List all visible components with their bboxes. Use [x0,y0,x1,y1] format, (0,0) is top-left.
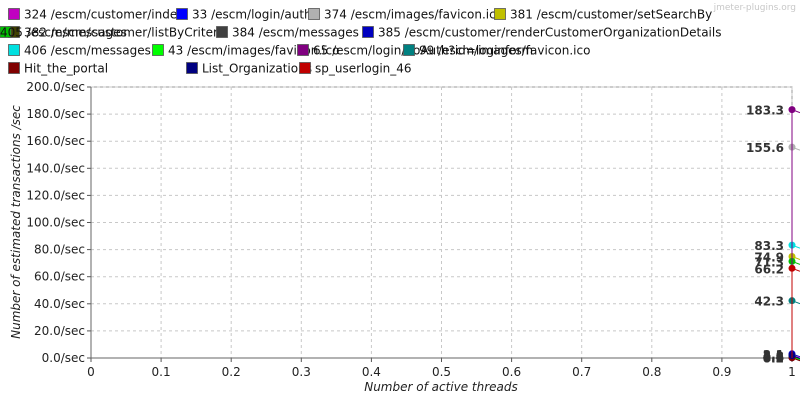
y-tick-label: 20.0/sec [34,324,85,338]
x-tick-label: 0.3 [292,365,311,379]
legend-label: 99 /escm/images/favicon.ico [419,44,590,58]
legend-label: 406 /escm/messages [24,44,151,58]
legend-swatch [494,8,506,20]
legend-item: 99 /escm/images/favicon.ico [403,44,590,58]
data-label: 183.3 [746,104,784,118]
data-label: 0.9 [763,351,784,365]
legend-item: 406 /escm/messages [8,44,151,58]
y-tick-label: 160.0/sec [26,134,85,148]
y-tick-label: 120.0/sec [26,188,85,202]
legend-swatch [176,8,188,20]
x-tick-label: 0.7 [572,365,591,379]
legend-item: Hit_the_portal [8,62,108,76]
legend-swatch [297,44,309,56]
data-label: 3.1 [763,348,784,362]
legend-label: Hit_the_portal [24,62,108,76]
x-tick-label: 0.5 [432,365,451,379]
y-tick-label: 80.0/sec [34,243,85,257]
y-tick-label: 180.0/sec [26,107,85,121]
plot-area: 0.0/sec 20.0/sec 40.0/sec 60.0/sec 80.0/sec 1… [26,80,800,379]
legend-swatch [0,26,12,38]
legend-item: 381 /escm/customer/setSearchBy [494,8,712,22]
legend-item: 43 /escm/images/favicon.ico [152,44,339,58]
x-tick-label: 0.8 [642,365,661,379]
legend-item: List_Organizations [186,62,312,76]
data-label: 1.4 [763,350,784,364]
legend-swatch [8,44,20,56]
legend-label: 384 /escm/messages [232,26,359,40]
watermark: jmeter-plugins.org [713,3,796,13]
data-point [788,264,796,272]
legend-label: sp_userlogin_46 [315,62,412,76]
legend-item: 65 /escm/login/doAuth?id=loginform [297,44,533,58]
y-tick-label: 100.0/sec [26,216,85,230]
legend-item: 33 /escm/login/auth [176,8,312,22]
legend-label: 43 /escm/images/favicon.ico [168,44,339,58]
x-axis-label: Number of active threads [364,380,518,394]
legend-label: 324 /escm/customer/index [24,8,184,22]
legend-swatch [8,8,20,20]
x-tick-label: 0.2 [222,365,241,379]
legend-label: 381 /escm/customer/setSearchBy [510,8,712,22]
legend-label: 382 /escm/customer/listByCriteria [24,26,229,40]
data-label: 1.8 [763,350,784,364]
data-label: 2.1 [763,349,784,363]
data-label: 71.3 [754,255,784,269]
legend-swatch [299,62,311,74]
legend-label: 374 /escm/images/favicon.ico [324,8,503,22]
data-label: 66.2 [754,262,784,276]
y-tick-label: 40.0/sec [34,297,85,311]
legend-item: sp_userlogin_46 [299,62,412,76]
data-label: 74.9 [754,251,784,265]
legend-swatch [216,26,228,38]
x-tick-label: 1 [788,365,796,379]
legend-label: 33 /escm/login/auth [192,8,312,22]
x-tick-label: 0.4 [362,365,381,379]
x-tick-label: 0.9 [712,365,731,379]
x-tick-label: 0.6 [502,365,521,379]
legend-swatch [362,26,374,38]
y-axis-label: Number of estimated transactions /sec [9,105,23,339]
legend-item: 374 /escm/images/favicon.ico [308,8,503,22]
legend-swatch [186,62,198,74]
data-label: 42.3 [754,295,784,309]
data-label: 155.6 [746,141,784,155]
legend-swatch [8,62,20,74]
data-label: 0.2 [763,352,784,366]
y-tick-label: 0.0/sec [42,351,85,365]
x-tick-label: 0.1 [152,365,171,379]
y-tick-label: 140.0/sec [26,161,85,175]
data-label: 83.3 [754,239,784,253]
legend-label: 385 /escm/customer/renderCustomerOrganiz… [378,26,721,40]
legend: 324 /escm/customer/index 33 /escm/login/a… [0,8,721,76]
legend-item: 405 /escm/messages [0,26,127,40]
legend-label: List_Organizations [202,62,312,76]
x-tick-label: 0 [87,365,95,379]
legend-swatch [152,44,164,56]
legend-label: 65 /escm/login/doAuth?id=loginform [313,44,533,58]
legend-swatch [403,44,415,56]
legend-item: 324 /escm/customer/index [8,8,184,22]
data-label: 0.3 [763,352,784,366]
legend-item: 385 /escm/customer/renderCustomerOrganiz… [362,26,721,40]
legend-swatch [308,8,320,20]
y-tick-label: 60.0/sec [34,270,85,284]
legend-item: 384 /escm/messages [216,26,359,40]
data-label: 0.6 [763,351,784,365]
legend-label: 405 /escm/messages [0,26,127,40]
data-point [788,106,796,114]
y-tick-label: 200.0/sec [26,80,85,94]
